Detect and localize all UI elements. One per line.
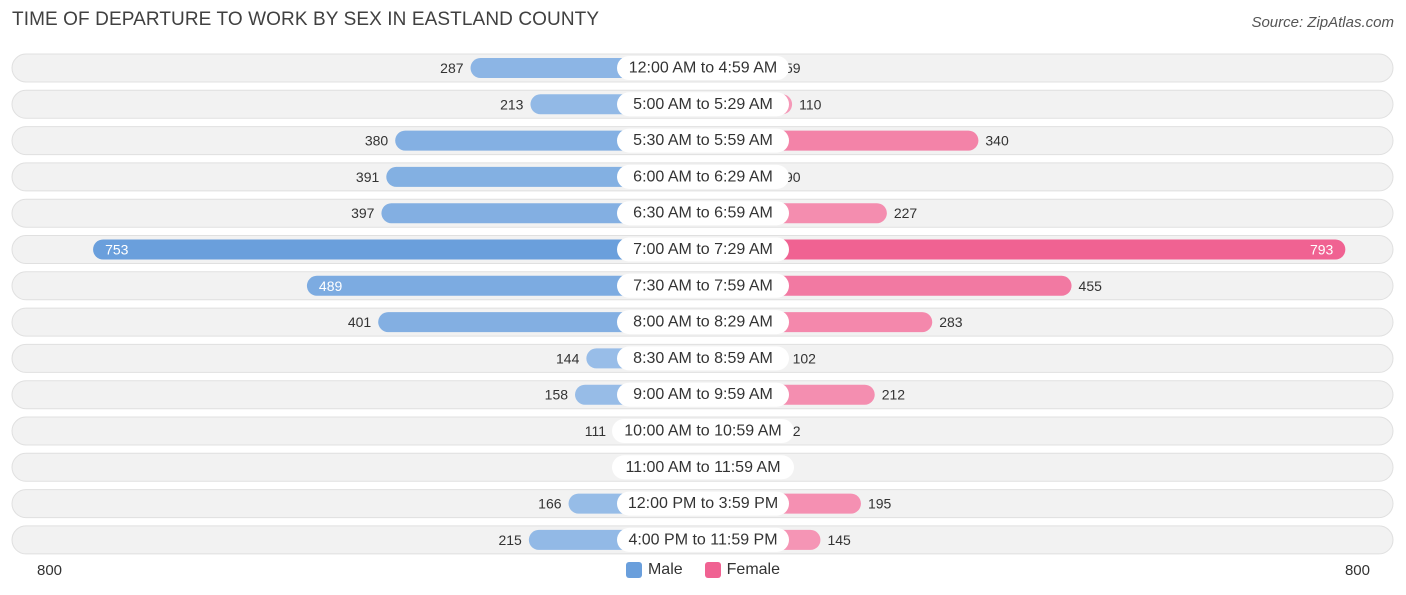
category-label: 5:30 AM to 5:59 AM (633, 132, 773, 149)
value-label-male: 489 (319, 278, 343, 294)
value-label-male: 391 (356, 169, 380, 185)
bar-female[interactable] (703, 275, 1072, 296)
value-label-female: 90 (785, 169, 801, 185)
axis-left-max-label: 800 (37, 562, 63, 579)
value-label-female: 455 (1079, 278, 1103, 294)
category-label: 10:00 AM to 10:59 AM (624, 423, 781, 440)
category-label: 7:00 AM to 7:29 AM (633, 241, 773, 258)
category-pill (617, 164, 789, 189)
chart-row: 753 793 7:00 AM to 7:29 AM (11, 235, 1394, 264)
category-label: 9:00 AM to 9:59 AM (633, 386, 773, 403)
chart-row: 380 340 5:30 AM to 5:59 AM (11, 126, 1394, 156)
chart-row: 213 110 5:00 AM to 5:29 AM (11, 89, 1394, 119)
category-label: 7:30 AM to 7:59 AM (633, 277, 773, 294)
legend-item-female[interactable]: Female (704, 561, 781, 579)
value-label-female: 227 (894, 205, 918, 221)
bar-male[interactable] (306, 275, 703, 296)
category-pill (617, 201, 789, 226)
bar-male[interactable] (93, 239, 703, 260)
value-label-male: 111 (585, 423, 606, 439)
category-pill (617, 273, 789, 298)
category-pill (612, 419, 794, 443)
category-pill (617, 92, 789, 117)
chart-row: 158 212 9:00 AM to 9:59 AM (11, 380, 1394, 410)
value-label-female: 793 (1310, 242, 1334, 258)
value-label-male: 158 (545, 387, 569, 403)
legend-item-male[interactable]: Male (625, 561, 683, 579)
category-pill (617, 491, 789, 516)
category-label: 12:00 PM to 3:59 PM (628, 495, 778, 512)
category-pill (617, 128, 789, 153)
value-label-male: 144 (556, 350, 580, 366)
value-label-male: 401 (348, 314, 372, 330)
value-label-male: 166 (538, 496, 562, 512)
chart-row: 489 455 7:30 AM to 7:59 AM (11, 271, 1394, 301)
source-credit: Source: ZipAtlas.com (1251, 14, 1394, 31)
value-label-male: 287 (440, 60, 464, 76)
category-pill (617, 382, 789, 407)
legend-label-male: Male (647, 561, 683, 578)
chart-row: 391 90 6:00 AM to 6:29 AM (11, 162, 1394, 192)
chart-row: 166 195 12:00 PM to 3:59 PM (11, 489, 1394, 519)
category-pill (612, 455, 794, 480)
value-label-female: 283 (939, 314, 963, 330)
category-label: 8:00 AM to 8:29 AM (633, 314, 773, 331)
legend-swatch-female (704, 562, 721, 578)
category-pill (617, 527, 789, 552)
value-label-female: 340 (985, 133, 1009, 149)
axis-right-max-label: 800 (1344, 562, 1370, 579)
value-label-female: 59 (785, 60, 801, 76)
value-label-female: 102 (793, 350, 817, 366)
chart-row: 397 227 6:30 AM to 6:59 AM (11, 198, 1394, 228)
legend-swatch-male (625, 562, 642, 578)
category-pill (617, 237, 789, 262)
legend: Male Female (0, 561, 1406, 579)
chart-row: 0511:00 AM to 11:59 AM (11, 452, 1394, 482)
category-label: 8:30 AM to 8:59 AM (633, 350, 773, 367)
category-pill (617, 310, 789, 335)
chart-row: 1117210:00 AM to 10:59 AM (11, 416, 1394, 446)
value-label-male: 380 (365, 133, 389, 149)
chart-row: 144 102 8:30 AM to 8:59 AM (11, 343, 1394, 373)
value-label-female: 145 (827, 532, 851, 548)
value-label-male: 753 (105, 242, 129, 258)
value-label-male: 397 (351, 205, 375, 221)
category-pill (617, 346, 789, 371)
category-label: 11:00 AM to 11:59 AM (625, 459, 780, 476)
value-label-male: 215 (498, 532, 522, 548)
value-label-female: 212 (882, 387, 906, 403)
category-label: 6:30 AM to 6:59 AM (633, 205, 773, 222)
chart-row: 401 283 8:00 AM to 8:29 AM (11, 307, 1394, 337)
category-pill (617, 56, 789, 80)
value-label-female: 195 (868, 496, 892, 512)
category-label: 6:00 AM to 6:29 AM (633, 168, 773, 185)
chart-title: TIME OF DEPARTURE TO WORK BY SEX IN EAST… (12, 9, 600, 30)
value-label-female: 110 (799, 96, 822, 112)
bar-female[interactable] (703, 239, 1346, 260)
legend-label-female: Female (726, 561, 781, 578)
category-label: 12:00 AM to 4:59 AM (629, 60, 778, 77)
category-label: 4:00 PM to 11:59 PM (628, 531, 777, 548)
chart-row: 287 59 12:00 AM to 4:59 AM (11, 53, 1394, 83)
value-label-male: 213 (500, 96, 524, 112)
category-label: 5:00 AM to 5:29 AM (633, 96, 773, 113)
chart-row: 215 145 4:00 PM to 11:59 PM (11, 525, 1394, 555)
